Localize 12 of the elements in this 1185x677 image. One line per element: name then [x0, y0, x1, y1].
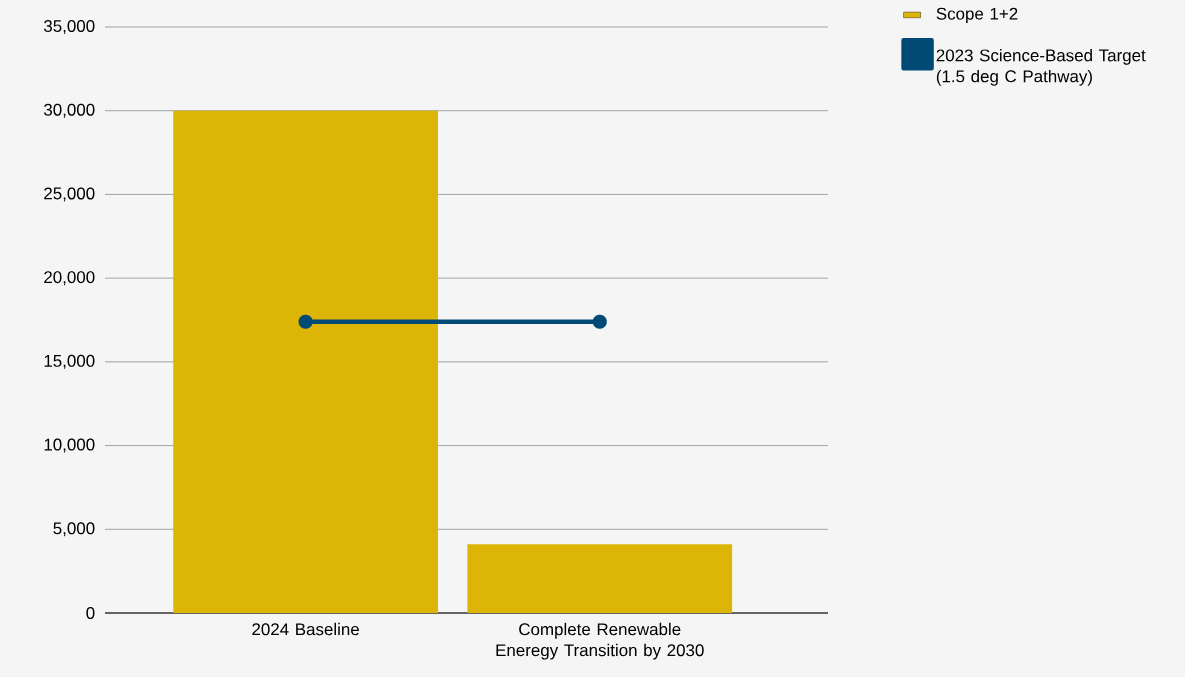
y-tick-label: 35,000 — [43, 20, 95, 34]
y-tick-label: 25,000 — [44, 187, 95, 202]
y-tick-label: 20,000 — [44, 271, 95, 286]
legend-label: Scope 1+2 — [936, 7, 1018, 24]
y-tick-label: 0 — [86, 607, 95, 619]
y-tick-label: 30,000 — [43, 103, 95, 118]
y-tick-label: 5,000 — [53, 522, 95, 537]
legend-label: 2023 Science-Based Target (1.5 deg C Pathway) — [936, 48, 1146, 86]
y-tick-label: 10,000 — [44, 438, 95, 453]
x-tick-label: 2024 Baseline — [252, 622, 359, 636]
y-tick-label: 15,000 — [44, 354, 95, 369]
x-tick-label: Complete Renewable Eneregy Transition by 2030 — [496, 622, 704, 660]
